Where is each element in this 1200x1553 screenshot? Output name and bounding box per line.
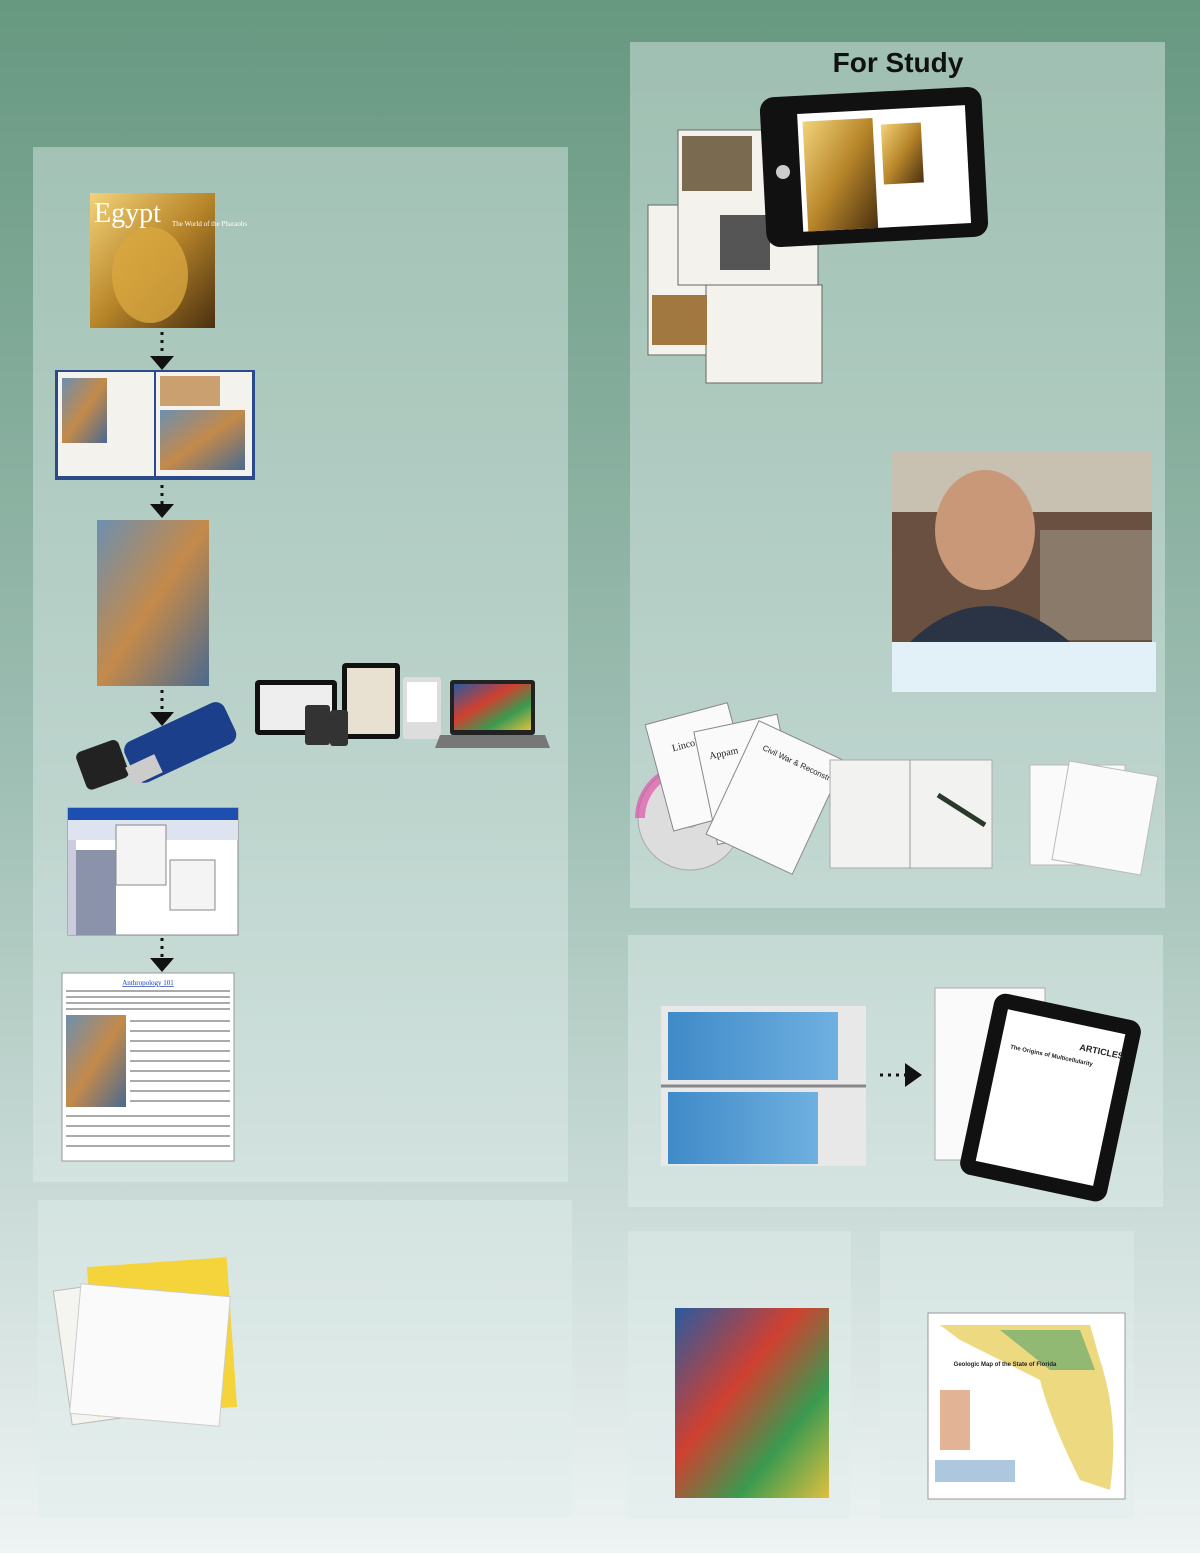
book-subtitle: The World of the Pharaohs (172, 220, 247, 228)
usb-drive (76, 702, 237, 790)
tablet (759, 87, 989, 247)
word-screenshot (67, 807, 239, 936)
book-cover: Egypt The World of the Pharaohs (90, 193, 247, 328)
instructor-photo (892, 452, 1156, 692)
document-title: Anthropology 101 (122, 979, 174, 987)
bookshelf (661, 1006, 866, 1166)
document: Anthropology 101 (61, 972, 235, 1162)
fresco-image (97, 520, 209, 686)
cd-and-booklets: Lincoln Appam Civil War & Reconstruction (635, 702, 851, 875)
devices (255, 663, 550, 748)
papers (1029, 760, 1159, 876)
book-title: Egypt (94, 198, 161, 229)
map-title: Geologic Map of the State of Florida (954, 1362, 1057, 1368)
folder (52, 1257, 238, 1427)
open-book (55, 370, 255, 480)
title: For Study (833, 47, 964, 78)
journal-tablet: ARTICLES The Origins of Multicellularity (934, 987, 1141, 1202)
painting (675, 1308, 829, 1498)
notebook (829, 759, 993, 869)
geologic-map: Geologic Map of the State of Florida (927, 1312, 1126, 1500)
